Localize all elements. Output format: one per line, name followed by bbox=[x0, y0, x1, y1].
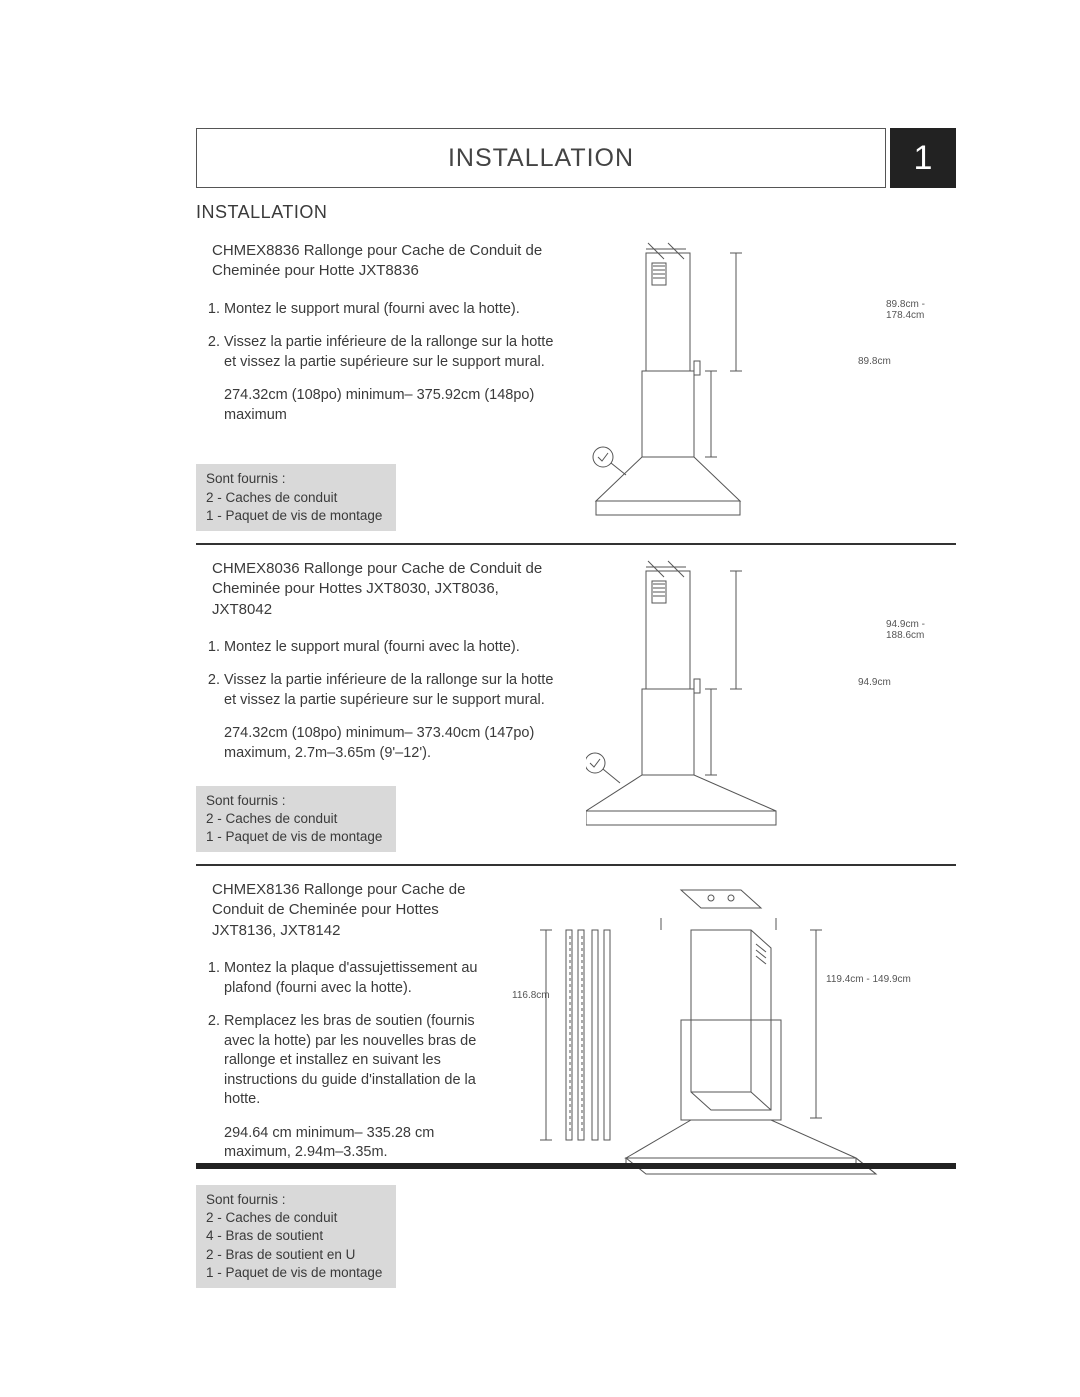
page-title: INSTALLATION bbox=[448, 144, 634, 173]
supplied-title: Sont fournis : bbox=[206, 1191, 386, 1209]
step-item: Remplacez les bras de soutien (fournis a… bbox=[224, 1012, 496, 1110]
footer-rule bbox=[196, 1163, 956, 1169]
supplied-box: Sont fournis : 2 - Caches de conduit 1 -… bbox=[196, 786, 396, 853]
supplied-box: Sont fournis : 2 - Caches de conduit 4 -… bbox=[196, 1185, 396, 1288]
product-lead: CHMEX8136 Rallonge pour Cache de Conduit… bbox=[212, 880, 480, 941]
text-column: CHMEX8136 Rallonge pour Cache de Conduit… bbox=[196, 880, 496, 1288]
page-header: INSTALLATION 1 bbox=[196, 128, 956, 188]
page-number: 1 bbox=[914, 139, 933, 178]
dimension-note: 274.32cm (108po) minimum– 375.92cm (148p… bbox=[224, 386, 566, 425]
wall-hood-diagram-wide bbox=[586, 559, 946, 849]
product-lead: CHMEX8036 Rallonge pour Cache de Conduit… bbox=[212, 559, 550, 620]
diagram-column: 94.9cm - 188.6cm 94.9cm bbox=[586, 559, 956, 852]
island-hood-diagram bbox=[516, 880, 946, 1200]
wall-hood-diagram bbox=[586, 241, 936, 531]
section-heading: INSTALLATION bbox=[196, 202, 956, 223]
supplied-item: 2 - Caches de conduit bbox=[206, 489, 386, 507]
supplied-box: Sont fournis : 2 - Caches de conduit 1 -… bbox=[196, 464, 396, 531]
supplied-item: 4 - Bras de soutient bbox=[206, 1227, 386, 1245]
dim-label-left: 116.8cm bbox=[512, 990, 550, 1001]
steps-list: Montez la plaque d'assujettissement au p… bbox=[216, 959, 496, 1124]
supplied-item: 1 - Paquet de vis de montage bbox=[206, 828, 386, 846]
install-section-2: CHMEX8036 Rallonge pour Cache de Conduit… bbox=[196, 559, 956, 866]
supplied-title: Sont fournis : bbox=[206, 470, 386, 488]
page-title-box: INSTALLATION bbox=[196, 128, 886, 188]
dim-label-top: 94.9cm - 188.6cm bbox=[886, 619, 956, 641]
step-item: Montez le support mural (fourni avec la … bbox=[224, 300, 566, 320]
step-item: Vissez la partie inférieure de la rallon… bbox=[224, 671, 566, 710]
install-section-3: CHMEX8136 Rallonge pour Cache de Conduit… bbox=[196, 880, 956, 1300]
dim-label-bottom: 94.9cm bbox=[858, 677, 891, 688]
page-number-box: 1 bbox=[890, 128, 956, 188]
install-section-1: CHMEX8836 Rallonge pour Cache de Conduit… bbox=[196, 241, 956, 545]
steps-list: Montez le support mural (fourni avec la … bbox=[216, 300, 566, 387]
text-column: CHMEX8036 Rallonge pour Cache de Conduit… bbox=[196, 559, 566, 852]
dim-label-top: 89.8cm - 178.4cm bbox=[886, 299, 956, 321]
supplied-item: 1 - Paquet de vis de montage bbox=[206, 1264, 386, 1282]
dim-label-bottom: 89.8cm bbox=[858, 356, 891, 367]
supplied-title: Sont fournis : bbox=[206, 792, 386, 810]
step-item: Montez la plaque d'assujettissement au p… bbox=[224, 959, 496, 998]
supplied-item: 2 - Caches de conduit bbox=[206, 810, 386, 828]
diagram-column: 116.8cm 119.4cm - 149.9cm bbox=[516, 880, 956, 1288]
text-column: CHMEX8836 Rallonge pour Cache de Conduit… bbox=[196, 241, 566, 531]
dimension-note: 294.64 cm minimum– 335.28 cm maximum, 2.… bbox=[224, 1124, 496, 1163]
dim-label-right: 119.4cm - 149.9cm bbox=[826, 974, 911, 985]
steps-list: Montez le support mural (fourni avec la … bbox=[216, 638, 566, 725]
supplied-item: 2 - Bras de soutient en U bbox=[206, 1246, 386, 1264]
page-content: INSTALLATION 1 INSTALLATION CHMEX8836 Ra… bbox=[196, 128, 956, 1314]
step-item: Vissez la partie inférieure de la rallon… bbox=[224, 333, 566, 372]
step-item: Montez le support mural (fourni avec la … bbox=[224, 638, 566, 658]
supplied-item: 1 - Paquet de vis de montage bbox=[206, 507, 386, 525]
dimension-note: 274.32cm (108po) minimum– 373.40cm (147p… bbox=[224, 724, 566, 763]
product-lead: CHMEX8836 Rallonge pour Cache de Conduit… bbox=[212, 241, 550, 282]
diagram-column: 89.8cm - 178.4cm 89.8cm bbox=[586, 241, 956, 531]
supplied-item: 2 - Caches de conduit bbox=[206, 1209, 386, 1227]
